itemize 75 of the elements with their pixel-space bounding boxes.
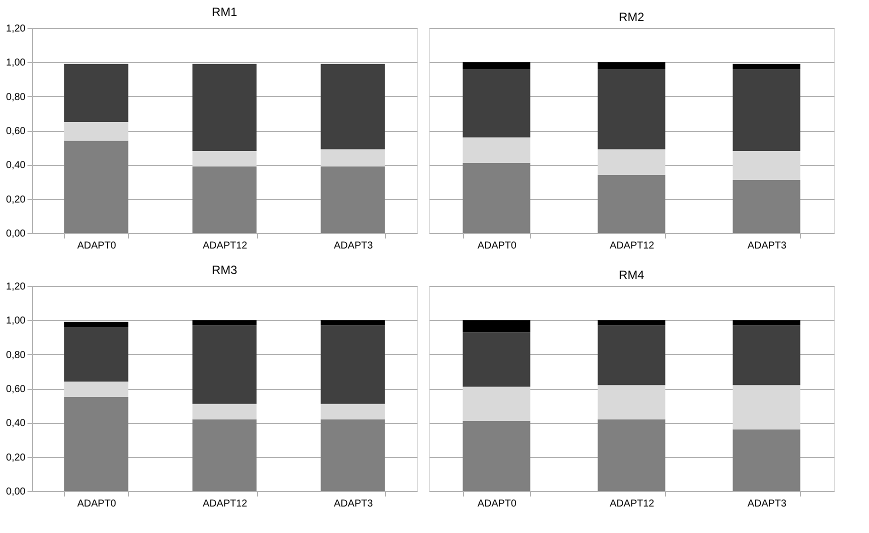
bar (598, 325, 666, 386)
bar (732, 325, 800, 386)
bar (64, 64, 128, 122)
bar (192, 419, 257, 491)
y-tick-label: 0,60 (6, 384, 26, 395)
bar (320, 149, 385, 166)
x-tick-label: ADAPT0 (478, 498, 517, 510)
x-tick-label: ADAPT12 (610, 498, 655, 510)
bar (462, 332, 530, 387)
bar (732, 64, 800, 69)
bar (320, 404, 385, 420)
bar (64, 327, 128, 382)
bar (598, 69, 666, 150)
bar (732, 180, 800, 233)
bar (320, 64, 385, 150)
y-tick-label: 0,40 (6, 418, 26, 430)
bar (64, 122, 128, 141)
bar (320, 166, 385, 233)
x-tick-label: ADAPT12 (610, 240, 655, 252)
bar (732, 385, 800, 430)
bar (462, 137, 530, 163)
bar (462, 320, 530, 332)
x-tick-label: ADAPT3 (748, 498, 787, 510)
bar (462, 69, 530, 138)
bar (598, 419, 666, 491)
bar (598, 385, 666, 420)
x-tick-label: ADAPT0 (478, 240, 517, 252)
x-tick-label: ADAPT3 (748, 240, 787, 252)
y-tick-label: 1,00 (6, 316, 26, 327)
bar (192, 151, 257, 166)
bar (320, 419, 385, 491)
bar (192, 320, 257, 326)
bar (598, 174, 666, 233)
bar (598, 62, 666, 69)
y-tick-label: 0,80 (6, 350, 26, 361)
x-tick-label: ADAPT12 (202, 498, 248, 510)
x-tick-label: ADAPT3 (334, 498, 374, 510)
y-tick-label: 0,40 (6, 160, 26, 172)
x-tick-label: ADAPT3 (334, 240, 374, 252)
chart-title: RM3 (212, 263, 238, 277)
bar (192, 404, 257, 420)
y-tick-label: 0,00 (6, 486, 26, 498)
y-tick-label: 1,00 (6, 58, 26, 69)
y-tick-label: 0,00 (6, 228, 26, 240)
y-tick-label: 0,20 (6, 194, 26, 206)
bar (320, 325, 385, 404)
bar (732, 320, 800, 326)
y-tick-label: 1,20 (6, 282, 26, 292)
bar (64, 397, 128, 491)
y-tick-label: 1,20 (6, 24, 26, 34)
x-tick-label: ADAPT12 (202, 240, 248, 252)
bar (732, 69, 800, 151)
bar (462, 420, 530, 491)
chart-title: RM2 (618, 10, 644, 24)
y-tick-label: 0,80 (6, 92, 26, 103)
bar (462, 386, 530, 421)
y-tick-label: 0,60 (6, 126, 26, 137)
bar (64, 382, 128, 398)
chart-title: RM1 (212, 5, 238, 19)
bar (598, 320, 666, 326)
y-tick-label: 0,20 (6, 452, 26, 464)
bar (64, 140, 128, 233)
bar (598, 149, 666, 175)
bar (732, 151, 800, 180)
bar (320, 320, 385, 326)
bar (192, 325, 257, 404)
bar (462, 162, 530, 233)
x-tick-label: ADAPT0 (77, 240, 117, 252)
bar (462, 62, 530, 69)
bar (192, 166, 257, 233)
chart-title: RM4 (618, 268, 644, 282)
bar (192, 64, 257, 151)
bar (732, 430, 800, 491)
x-tick-label: ADAPT0 (77, 498, 117, 510)
bar (64, 322, 128, 327)
